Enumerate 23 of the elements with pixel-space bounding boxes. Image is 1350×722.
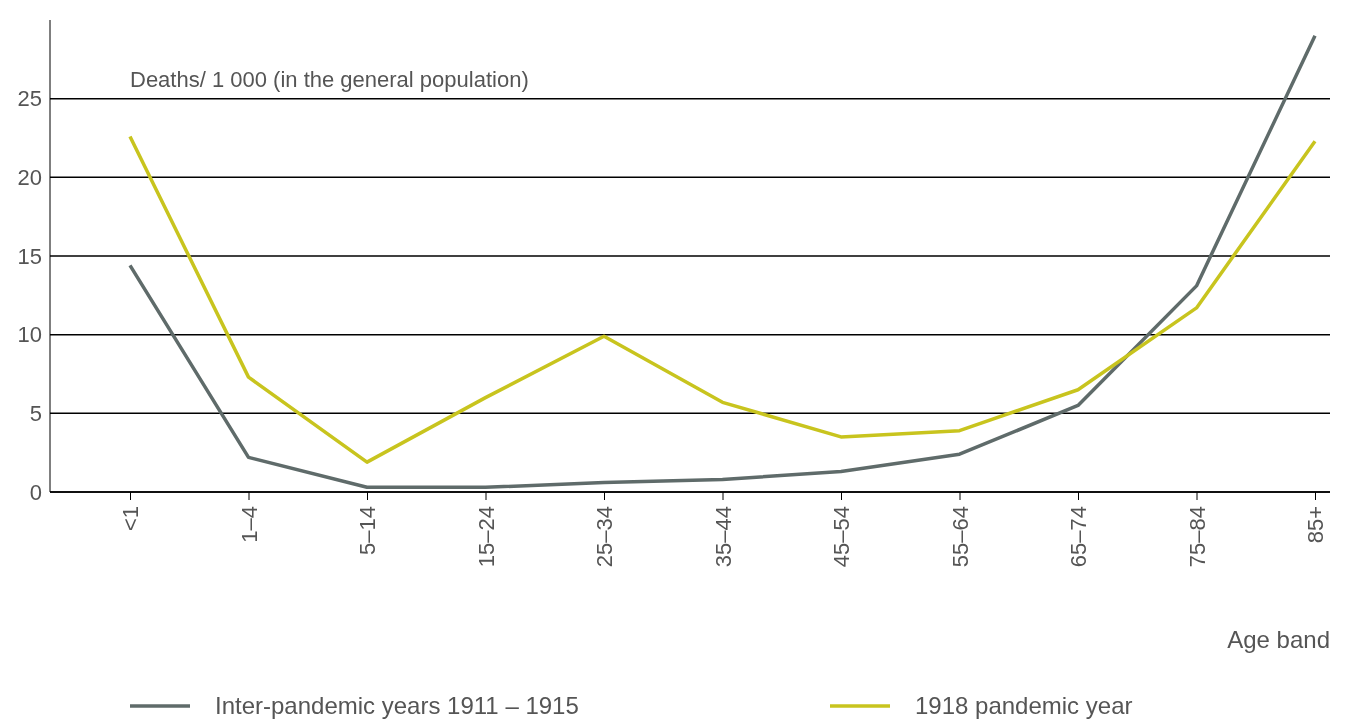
x-tick-label: 1–4 xyxy=(236,506,262,543)
y-axis-title: Deaths/ 1 000 (in the general population) xyxy=(130,66,529,92)
x-tick-label: 45–54 xyxy=(829,506,855,568)
x-tick-label: 85+ xyxy=(1303,506,1329,544)
legend-label: 1918 pandemic year xyxy=(915,692,1133,720)
x-tick-label: 55–64 xyxy=(947,506,973,568)
y-tick-label: 0 xyxy=(29,479,42,505)
y-tick-label: 5 xyxy=(29,400,42,426)
line-series xyxy=(128,33,1317,490)
x-tick-label: <1 xyxy=(118,506,144,532)
x-tick-label: 15–24 xyxy=(473,506,499,568)
line-series xyxy=(128,134,1317,464)
x-axis-title: Age band xyxy=(1227,626,1330,653)
x-tick-label: 5–14 xyxy=(355,506,381,555)
x-tick-label: 25–34 xyxy=(592,506,618,568)
x-tick-label: 75–84 xyxy=(1184,506,1210,568)
x-tick-label: 65–74 xyxy=(1066,506,1092,568)
y-tick-label: 15 xyxy=(17,243,42,269)
y-tick-label: 25 xyxy=(17,86,42,112)
legend-label: Inter-pandemic years 1911 – 1915 xyxy=(215,692,579,720)
y-tick-label: 20 xyxy=(17,164,42,190)
x-tick-label: 35–44 xyxy=(710,506,736,568)
y-tick-label: 10 xyxy=(17,322,42,348)
